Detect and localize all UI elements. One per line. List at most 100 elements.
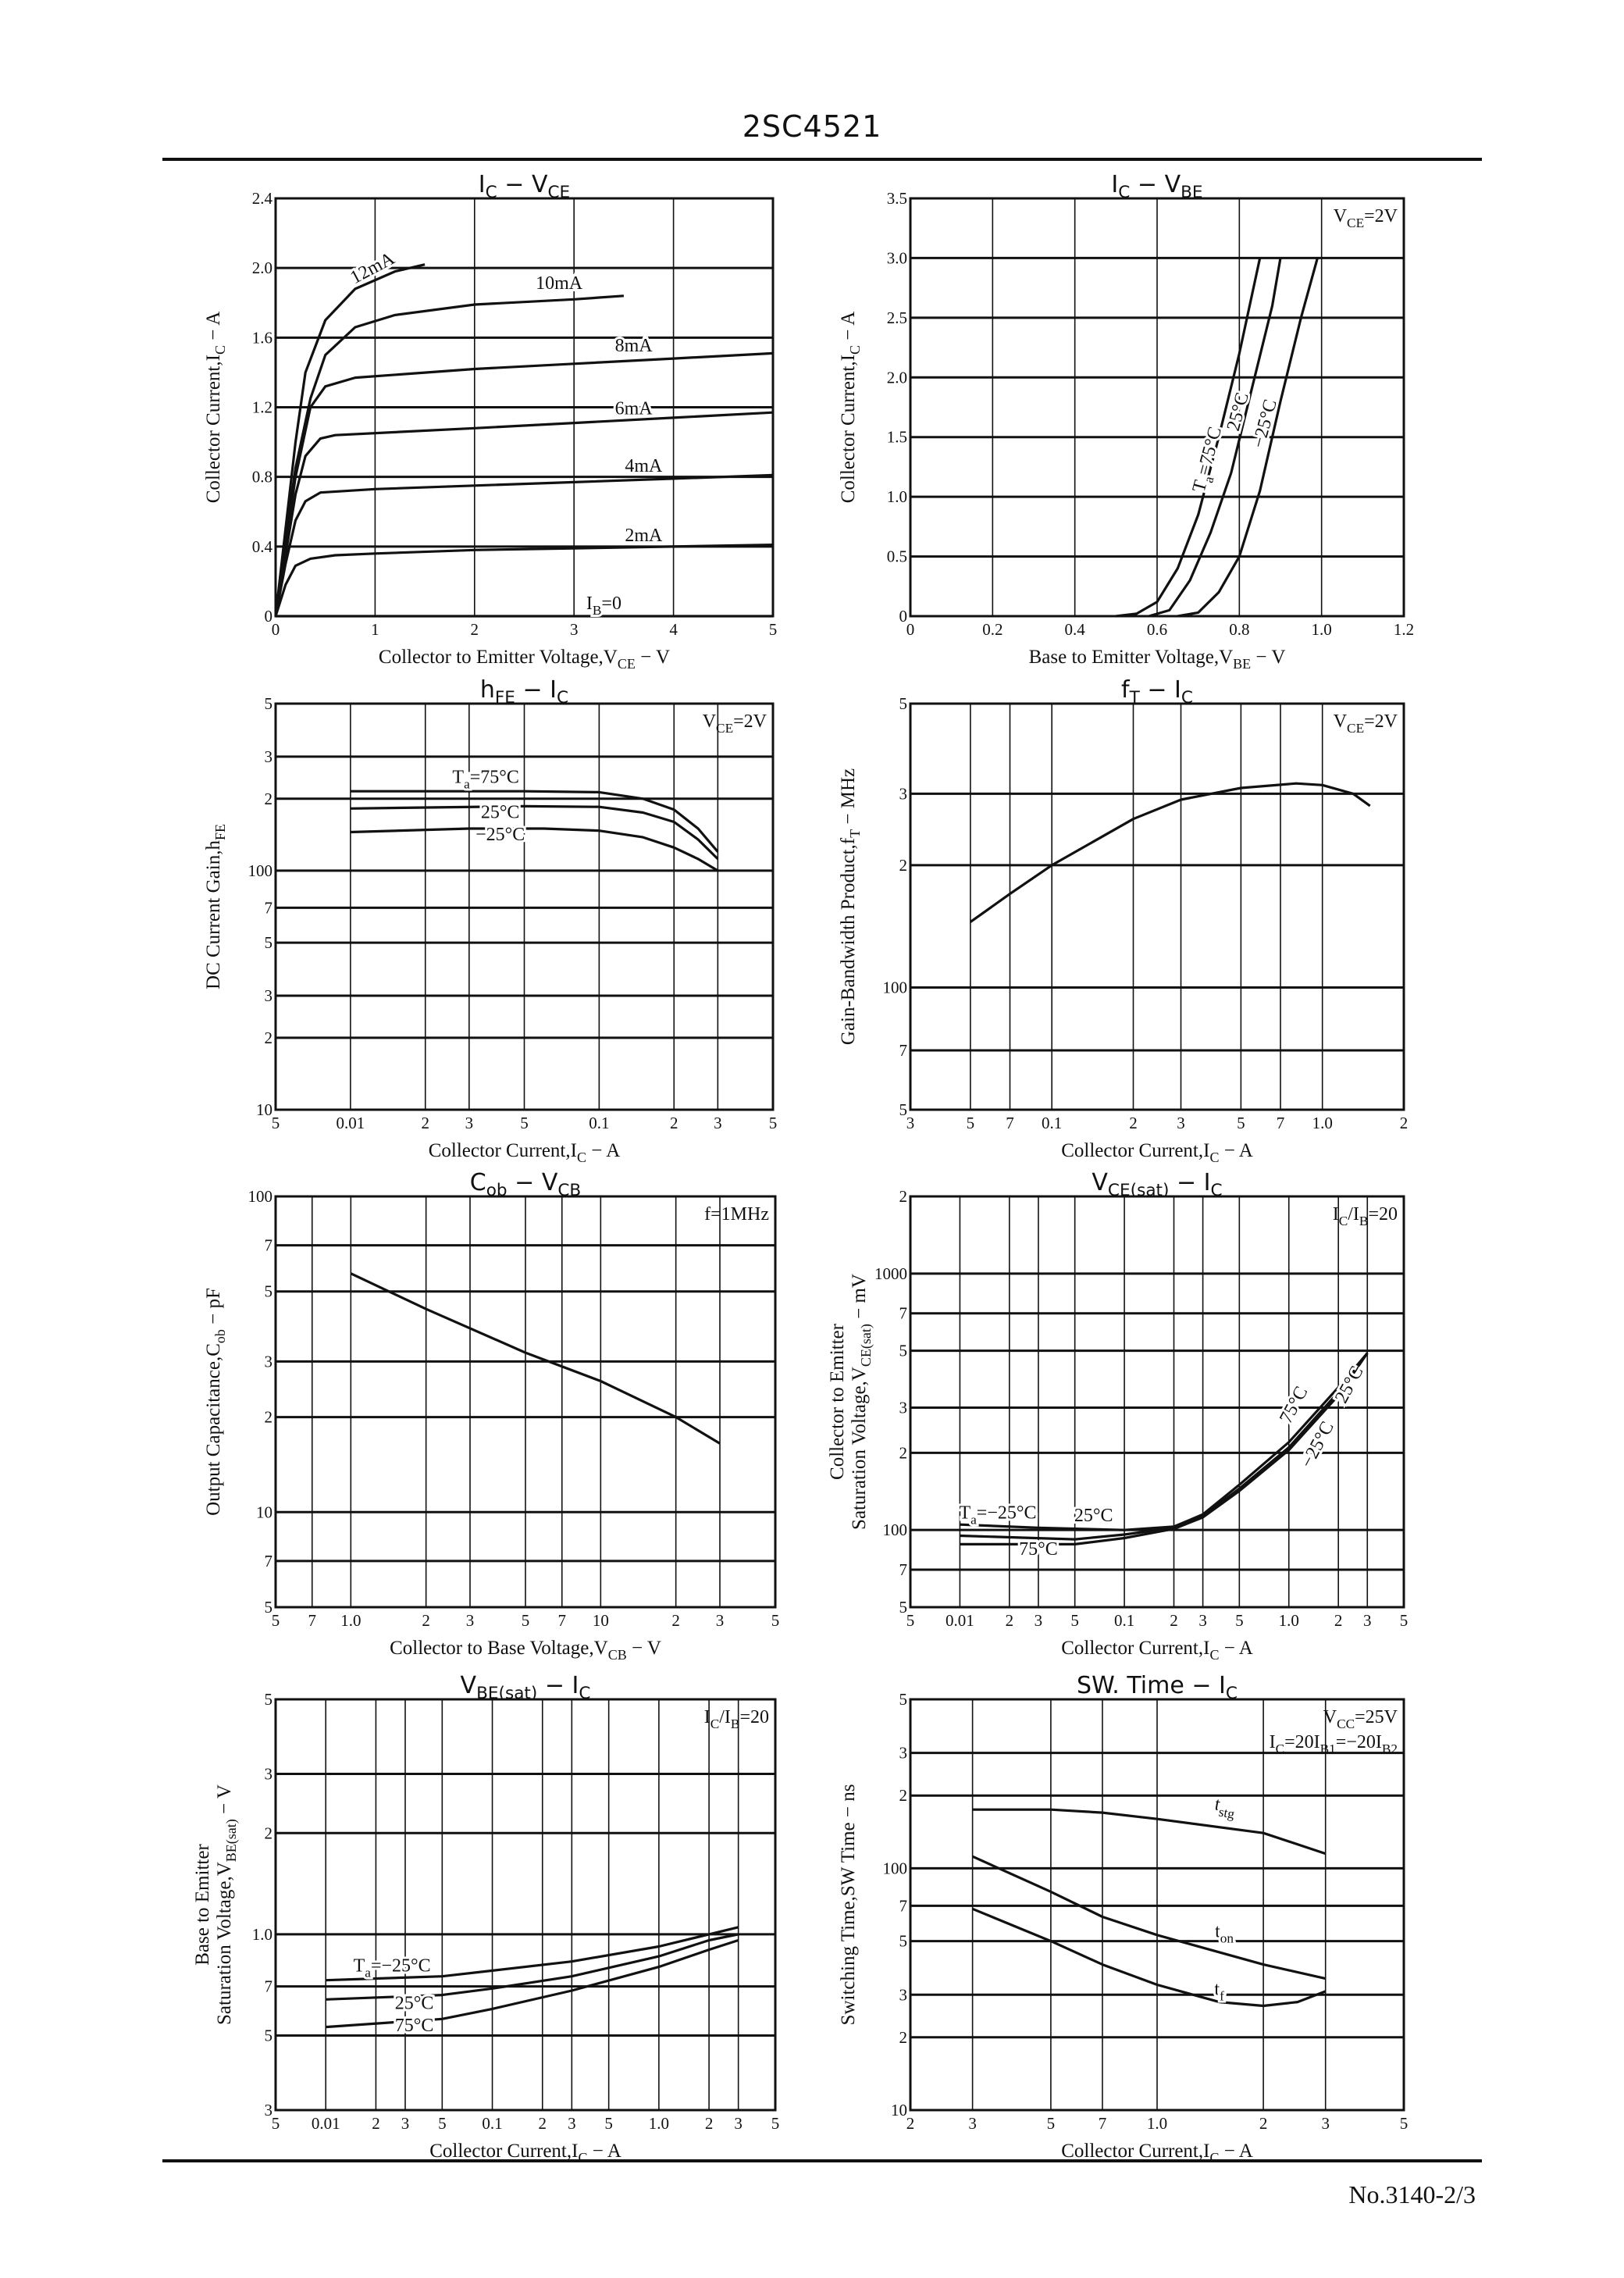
y-tick-label: 10 <box>256 1503 272 1521</box>
y-tick-label: 5 <box>265 1598 273 1617</box>
y-axis-label: Gain-Bandwidth Product,fT − MHz <box>838 768 863 1045</box>
y-tick-label: 1.2 <box>252 398 272 417</box>
x-tick-label: 1 <box>371 620 379 639</box>
x-tick-label: 0.8 <box>1229 620 1249 639</box>
x-tick-label: 7 <box>1277 1114 1285 1132</box>
x-tick-label: 2 <box>705 2114 714 2133</box>
x-tick-label: 10 <box>593 1611 609 1630</box>
series-label: 10mA <box>536 273 583 294</box>
series-line <box>274 263 426 617</box>
x-tick-label: 7 <box>558 1611 567 1630</box>
series-label: tstg <box>1213 1794 1238 1821</box>
y-tick-label: 5 <box>899 1100 908 1119</box>
series-line <box>1149 258 1282 618</box>
condition-note: IC/IB=20 <box>704 1707 769 1731</box>
y-tick-label: 2 <box>899 1187 908 1206</box>
part-number-title: 2SC4521 <box>742 109 882 144</box>
series-label: 75°C <box>395 2016 434 2036</box>
y-axis-label: Switching Time,SW Time − ns <box>838 1784 859 2026</box>
chart-title: fT − IC <box>1121 676 1193 708</box>
y-tick-label: 2 <box>899 1786 908 1805</box>
y-tick-label: 5 <box>899 694 908 713</box>
y-axis-label: Saturation Voltage,VBE(sat) − V <box>214 1784 240 2025</box>
x-tick-label: 2 <box>422 1114 430 1132</box>
x-tick-label: 2 <box>1259 2114 1268 2133</box>
series-line <box>969 782 1371 923</box>
x-tick-label: 5 <box>771 1611 780 1630</box>
x-tick-label: 0.1 <box>589 1114 609 1132</box>
y-tick-label: 100 <box>883 978 908 996</box>
x-tick-label: 5 <box>520 1114 529 1132</box>
x-tick-label: 3 <box>906 1114 915 1132</box>
x-tick-label: 3 <box>968 2114 977 2133</box>
y-axis-label: Base to Emitter <box>192 1844 213 1966</box>
series-line <box>971 1855 1327 1980</box>
series-line <box>350 804 719 861</box>
condition-note: IC=20IB1=−20IB2 <box>1270 1732 1398 1756</box>
x-axis-label: Collector Current,IC − A <box>429 1140 621 1165</box>
y-tick-label: 3.5 <box>887 189 907 208</box>
x-tick-label: 0.6 <box>1147 620 1167 639</box>
y-tick-label: 3 <box>899 1399 908 1417</box>
plot-frame <box>274 1698 777 2112</box>
series-label: 6mA <box>615 398 654 419</box>
y-tick-label: 7 <box>899 1041 908 1060</box>
series-line <box>326 1926 739 1982</box>
series-label: Ta=−25°C <box>354 1956 431 1980</box>
chart-2: 0 0.2 0.4 0.6 0.8 1.0 1.2 0 0.5 1.0 1.5 2.0 2.5 3.0 3.… <box>838 171 1414 672</box>
series-label: 4mA <box>625 456 663 476</box>
condition-note: VCE=2V <box>1334 206 1398 230</box>
x-tick-label: 2 <box>471 620 479 639</box>
y-tick-label: 2 <box>265 790 273 808</box>
x-tick-label: 2 <box>670 1114 678 1132</box>
y-tick-label: 3 <box>265 747 273 766</box>
x-tick-label: 5 <box>769 620 778 639</box>
y-tick-label: 1.0 <box>252 1925 272 1944</box>
series-line <box>960 1352 1369 1545</box>
x-tick-label: 0.1 <box>1114 1611 1134 1630</box>
y-tick-label: 2.4 <box>252 189 273 208</box>
y-tick-label: 0.4 <box>252 537 273 556</box>
x-tick-label: 3 <box>465 1114 474 1132</box>
chart-title: VBE(sat) − IC <box>461 1672 591 1703</box>
series-label: 25°C <box>1331 1363 1367 1406</box>
header-rule <box>162 158 1482 161</box>
series-line <box>350 1272 721 1445</box>
x-tick-label: 0 <box>906 620 915 639</box>
y-axis-label: Collector Current,IC − A <box>838 312 863 504</box>
x-tick-label: 0 <box>272 620 280 639</box>
x-tick-label: 2 <box>1129 1114 1138 1132</box>
x-tick-label: 5 <box>272 1611 280 1630</box>
y-tick-label: 5 <box>265 933 273 952</box>
y-tick-label: 3 <box>265 1352 273 1371</box>
series-label: tf <box>1214 1979 1224 2003</box>
y-tick-label: 0 <box>899 607 908 626</box>
series-label: 8mA <box>615 336 654 356</box>
x-tick-label: 2 <box>906 2114 915 2133</box>
y-tick-label: 2.5 <box>887 308 907 327</box>
x-tick-label: 5 <box>1400 1611 1409 1630</box>
x-tick-label: 5 <box>1235 1611 1244 1630</box>
plot-frame <box>909 1195 1405 1609</box>
series-label: Ta=75°C <box>1189 425 1230 496</box>
series-line <box>960 1352 1369 1531</box>
y-tick-label: 5 <box>899 1690 908 1709</box>
y-tick-label: 0 <box>265 607 273 626</box>
x-tick-label: 3 <box>570 620 579 639</box>
y-tick-label: 100 <box>248 1187 273 1206</box>
x-tick-label: 5 <box>1237 1114 1245 1132</box>
plot-frame <box>909 702 1405 1111</box>
x-tick-label: 0.01 <box>312 2114 340 2133</box>
series-label: 25°C <box>481 803 520 823</box>
x-tick-label: 7 <box>1099 2114 1107 2133</box>
footer-rule <box>162 2159 1482 2162</box>
y-tick-label: 7 <box>265 1236 273 1255</box>
x-tick-label: 5 <box>1047 2114 1056 2133</box>
page-reference: No.3140-2/3 <box>1348 2180 1476 2208</box>
x-tick-label: 5 <box>272 2114 280 2133</box>
y-tick-label: 5 <box>265 694 273 713</box>
y-tick-label: 100 <box>883 1520 908 1539</box>
y-tick-label: 0.8 <box>252 468 272 487</box>
y-axis-label: Saturation Voltage,VCE(sat) − mV <box>849 1274 874 1530</box>
